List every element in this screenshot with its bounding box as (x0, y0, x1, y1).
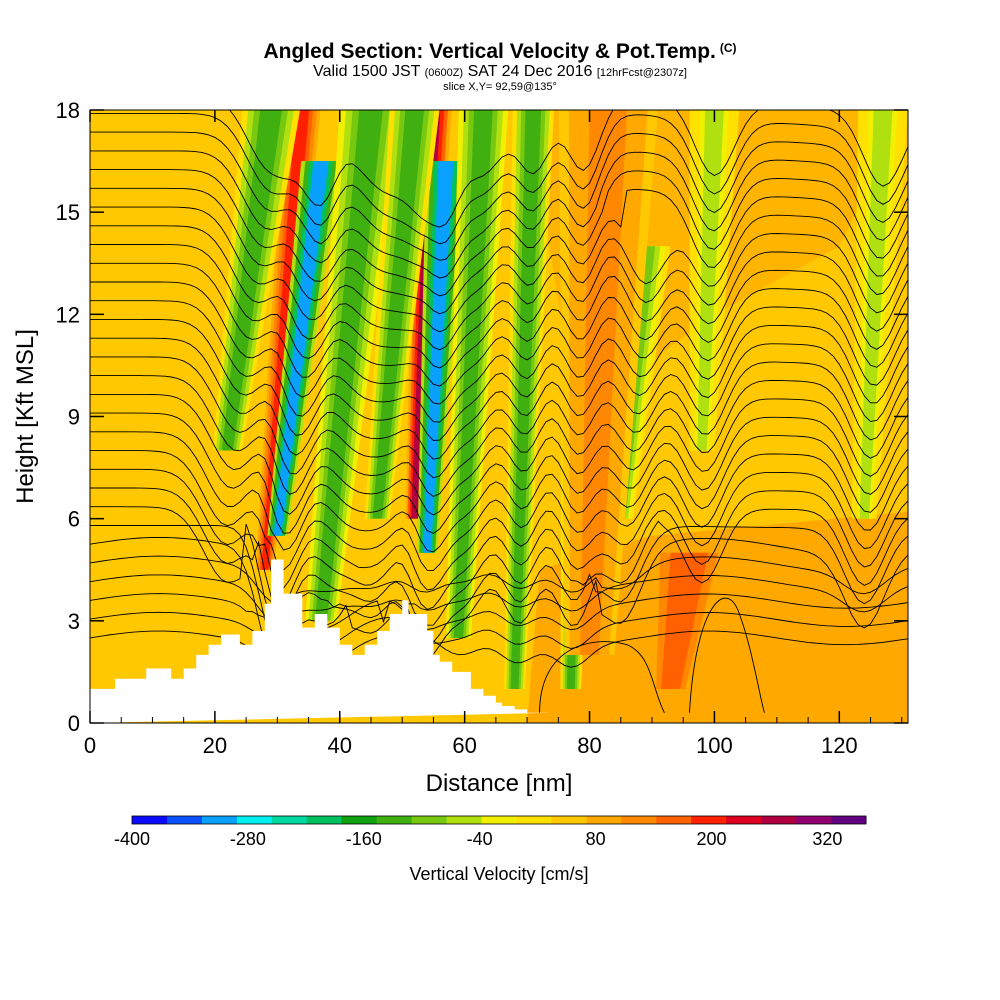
isentrope-line (90, 593, 908, 638)
isentrope-line (90, 131, 908, 261)
velocity-plume (661, 552, 709, 689)
isentrope-line (90, 187, 908, 315)
colorbar-tick-label: -160 (346, 829, 382, 849)
colorbar-tick-label: -40 (467, 829, 493, 849)
velocity-plume (859, 110, 893, 519)
isentrope-line (90, 225, 908, 351)
isentrope-line (90, 244, 908, 369)
isentrope-line (228, 110, 908, 228)
colorbar: -400 -280 -160 -40 80 200 320 (114, 815, 867, 849)
isentrope-line (90, 356, 908, 479)
isentrope-line (90, 412, 908, 534)
isentrope-line (90, 536, 908, 669)
colorbar-swatch (306, 816, 343, 824)
colorbar-swatch (831, 816, 867, 824)
isentrope-line (90, 281, 908, 405)
colorbar-swatch (481, 816, 517, 824)
y-tick-label: 12 (56, 302, 80, 327)
colorbar-swatch (132, 816, 168, 824)
isentrope-line (90, 431, 908, 553)
copyright-badge: (C) (719, 41, 737, 55)
y-tick-label: 0 (68, 711, 80, 736)
colorbar-swatch (376, 816, 413, 824)
isentrope-line (90, 150, 908, 279)
x-tick-label: 80 (577, 733, 601, 758)
x-tick-label: 60 (452, 733, 476, 758)
colorbar-swatch (341, 816, 378, 824)
colorbar-swatch (691, 816, 727, 824)
isentrope-line (90, 393, 908, 516)
isentrope-line (539, 641, 665, 713)
isentrope-line (90, 112, 908, 245)
chart-title: Angled Section: Vertical Velocity & Pot.… (263, 40, 737, 63)
colorbar-swatch (411, 816, 448, 824)
slice-info: slice X,Y= 92,59@135° (443, 81, 557, 93)
x-tick-label: 20 (203, 733, 227, 758)
colorbar-tick-label: -400 (114, 829, 150, 849)
velocity-plume (273, 161, 329, 536)
x-tick-label: 0 (84, 733, 96, 758)
isentrope-line (90, 206, 908, 333)
axes: 0 20 40 60 80 100 120 0 3 6 9 12 15 18 (56, 98, 908, 758)
velocity-plume (372, 110, 425, 519)
colorbar-swatch (271, 816, 308, 824)
colorbar-swatch (621, 816, 657, 824)
pot-temp-contours (90, 110, 908, 713)
colorbar-tick-label: -280 (230, 829, 266, 849)
colorbar-swatch (761, 816, 797, 824)
y-tick-label: 3 (68, 609, 80, 634)
isentrope-line (90, 450, 908, 571)
isentrope-line (90, 300, 908, 423)
isentrope-line (90, 468, 908, 591)
isentrope-line (90, 506, 908, 628)
y-tick-label: 15 (56, 200, 80, 225)
colorbar-swatch (656, 816, 692, 824)
colorbar-swatch (551, 816, 587, 824)
colorbar-swatch (446, 816, 483, 824)
isentrope-line (90, 611, 908, 649)
y-tick-label: 9 (68, 405, 80, 430)
valid-time: Valid 1500 JST (0600Z) SAT 24 Dec 2016 [… (313, 63, 687, 80)
isentrope-line (90, 262, 908, 387)
isentrope-line (90, 318, 908, 441)
isentrope-line (90, 375, 908, 498)
y-tick-label: 6 (68, 507, 80, 532)
velocity-field (90, 110, 908, 723)
colorbar-label: Vertical Velocity [cm/s] (409, 864, 588, 884)
colorbar-swatch (236, 816, 273, 824)
x-tick-label: 120 (821, 733, 858, 758)
velocity-plume (697, 110, 724, 451)
colorbar-tick-label: 80 (586, 829, 606, 849)
colorbar-swatch (201, 816, 238, 824)
colorbar-frame (131, 815, 867, 825)
velocity-plume (221, 110, 283, 451)
colorbar-tick-label: 200 (696, 829, 726, 849)
x-tick-label: 100 (696, 733, 733, 758)
colorbar-swatch (796, 816, 832, 824)
title-block: Angled Section: Vertical Velocity & Pot.… (0, 36, 1000, 93)
isentrope-line (90, 525, 908, 646)
isentrope-line (90, 337, 908, 460)
colorbar-swatch (166, 816, 203, 824)
colorbar-swatch (516, 816, 552, 824)
y-axis-label: Height [Kft MSL] (12, 329, 39, 504)
y-tick-label: 18 (56, 98, 80, 123)
colorbar-tick-label: 320 (812, 829, 842, 849)
isentrope-line (689, 597, 765, 713)
isentrope-line (90, 169, 908, 297)
velocity-plume (580, 110, 628, 655)
isentrope-line (90, 487, 908, 610)
velocity-plume (453, 110, 493, 638)
x-tick-label: 40 (328, 733, 352, 758)
colorbar-swatch (726, 816, 762, 824)
terrain-mask (90, 559, 553, 723)
colorbar-swatch (586, 816, 622, 824)
x-axis-label: Distance [nm] (426, 770, 573, 797)
